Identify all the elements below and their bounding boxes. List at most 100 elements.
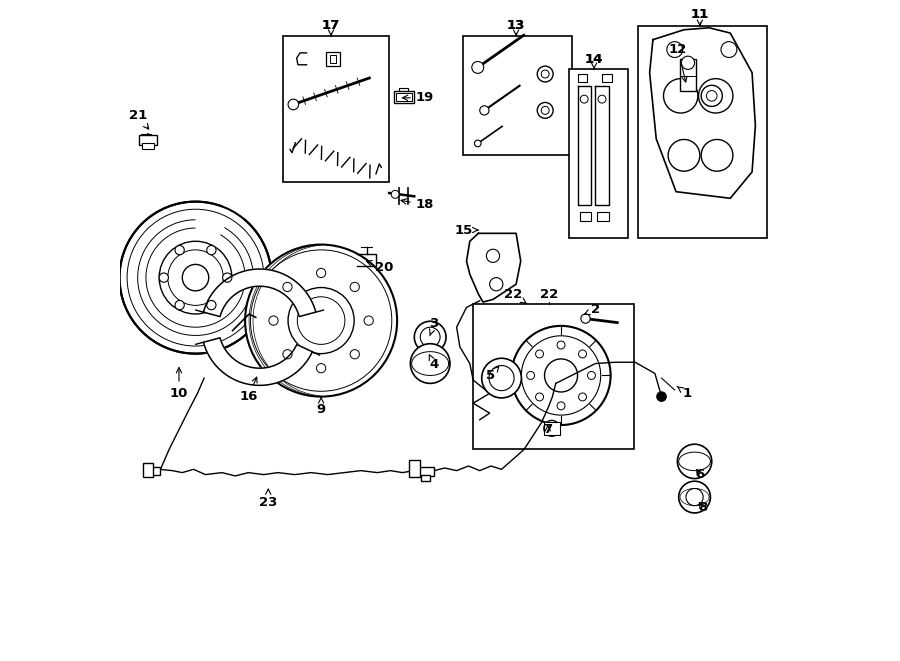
Text: 1: 1 bbox=[677, 387, 691, 400]
Text: 8: 8 bbox=[698, 501, 707, 514]
Text: 16: 16 bbox=[239, 377, 257, 403]
Text: 4: 4 bbox=[429, 355, 439, 371]
Circle shape bbox=[580, 314, 590, 323]
Circle shape bbox=[541, 70, 549, 78]
Bar bbox=[141, 134, 147, 143]
Circle shape bbox=[536, 393, 544, 401]
Bar bbox=[578, 74, 588, 82]
Circle shape bbox=[472, 61, 483, 73]
Circle shape bbox=[698, 79, 733, 113]
Text: 17: 17 bbox=[322, 19, 340, 35]
Bar bbox=[143, 463, 152, 477]
Bar bbox=[396, 93, 411, 101]
Circle shape bbox=[269, 316, 278, 325]
Polygon shape bbox=[203, 338, 312, 385]
Circle shape bbox=[521, 336, 600, 415]
Circle shape bbox=[537, 102, 554, 118]
Text: 7: 7 bbox=[544, 423, 553, 436]
Circle shape bbox=[668, 139, 700, 171]
Circle shape bbox=[544, 359, 578, 392]
Bar bbox=[598, 212, 609, 221]
Circle shape bbox=[167, 250, 223, 305]
Circle shape bbox=[207, 245, 216, 254]
Circle shape bbox=[557, 341, 565, 349]
Text: 3: 3 bbox=[429, 317, 439, 336]
Text: 23: 23 bbox=[259, 489, 277, 509]
Bar bbox=[143, 134, 148, 143]
Bar bbox=[139, 135, 158, 145]
Text: 2: 2 bbox=[584, 303, 600, 316]
Bar bbox=[680, 59, 696, 91]
Circle shape bbox=[579, 393, 587, 401]
Bar bbox=[544, 422, 560, 435]
Circle shape bbox=[588, 371, 596, 379]
Text: 21: 21 bbox=[129, 109, 148, 129]
Circle shape bbox=[159, 273, 168, 282]
Circle shape bbox=[544, 420, 560, 436]
Text: 17: 17 bbox=[322, 19, 340, 32]
Circle shape bbox=[207, 301, 216, 310]
Bar bbox=[421, 475, 430, 481]
Circle shape bbox=[489, 366, 514, 391]
Circle shape bbox=[480, 106, 489, 115]
Text: 13: 13 bbox=[507, 19, 526, 32]
Polygon shape bbox=[466, 233, 521, 302]
Bar bbox=[602, 74, 612, 82]
Polygon shape bbox=[650, 28, 755, 198]
Circle shape bbox=[283, 282, 293, 292]
Circle shape bbox=[686, 488, 703, 506]
Bar bbox=[394, 91, 414, 103]
Text: 19: 19 bbox=[402, 91, 434, 104]
Polygon shape bbox=[578, 86, 590, 205]
Text: 22: 22 bbox=[504, 288, 527, 304]
Circle shape bbox=[490, 278, 503, 291]
Circle shape bbox=[283, 350, 293, 359]
Circle shape bbox=[392, 190, 399, 198]
Bar bbox=[148, 467, 160, 475]
Bar bbox=[569, 69, 628, 238]
Circle shape bbox=[537, 66, 554, 82]
Circle shape bbox=[580, 95, 588, 103]
Circle shape bbox=[678, 444, 712, 479]
Polygon shape bbox=[596, 86, 608, 205]
Circle shape bbox=[482, 358, 521, 398]
Circle shape bbox=[657, 392, 666, 401]
Bar bbox=[283, 36, 389, 182]
Circle shape bbox=[474, 140, 482, 147]
Circle shape bbox=[175, 245, 184, 254]
Text: 6: 6 bbox=[695, 468, 705, 481]
Circle shape bbox=[297, 297, 345, 344]
Bar bbox=[409, 460, 419, 477]
Circle shape bbox=[679, 481, 710, 513]
Bar bbox=[329, 55, 337, 63]
Circle shape bbox=[557, 402, 565, 410]
Text: 20: 20 bbox=[366, 260, 393, 274]
Text: 11: 11 bbox=[690, 8, 709, 21]
Circle shape bbox=[598, 95, 606, 103]
Circle shape bbox=[414, 321, 446, 353]
Bar bbox=[417, 467, 434, 476]
Circle shape bbox=[317, 268, 326, 278]
Circle shape bbox=[288, 99, 299, 110]
Circle shape bbox=[250, 250, 392, 391]
Circle shape bbox=[663, 79, 698, 113]
Circle shape bbox=[541, 106, 549, 114]
Circle shape bbox=[420, 327, 440, 347]
Text: 12: 12 bbox=[669, 43, 688, 82]
Text: 13: 13 bbox=[507, 19, 526, 35]
Circle shape bbox=[350, 282, 359, 292]
Text: 10: 10 bbox=[170, 368, 188, 400]
Circle shape bbox=[175, 301, 184, 310]
Circle shape bbox=[701, 85, 723, 106]
Bar bbox=[638, 26, 768, 238]
Circle shape bbox=[317, 364, 326, 373]
Circle shape bbox=[511, 326, 610, 425]
Circle shape bbox=[159, 241, 232, 314]
Circle shape bbox=[706, 91, 717, 101]
Text: 5: 5 bbox=[486, 366, 499, 382]
Circle shape bbox=[364, 316, 373, 325]
Circle shape bbox=[350, 350, 359, 359]
Circle shape bbox=[579, 350, 587, 358]
Bar bbox=[473, 304, 634, 449]
Circle shape bbox=[222, 273, 232, 282]
